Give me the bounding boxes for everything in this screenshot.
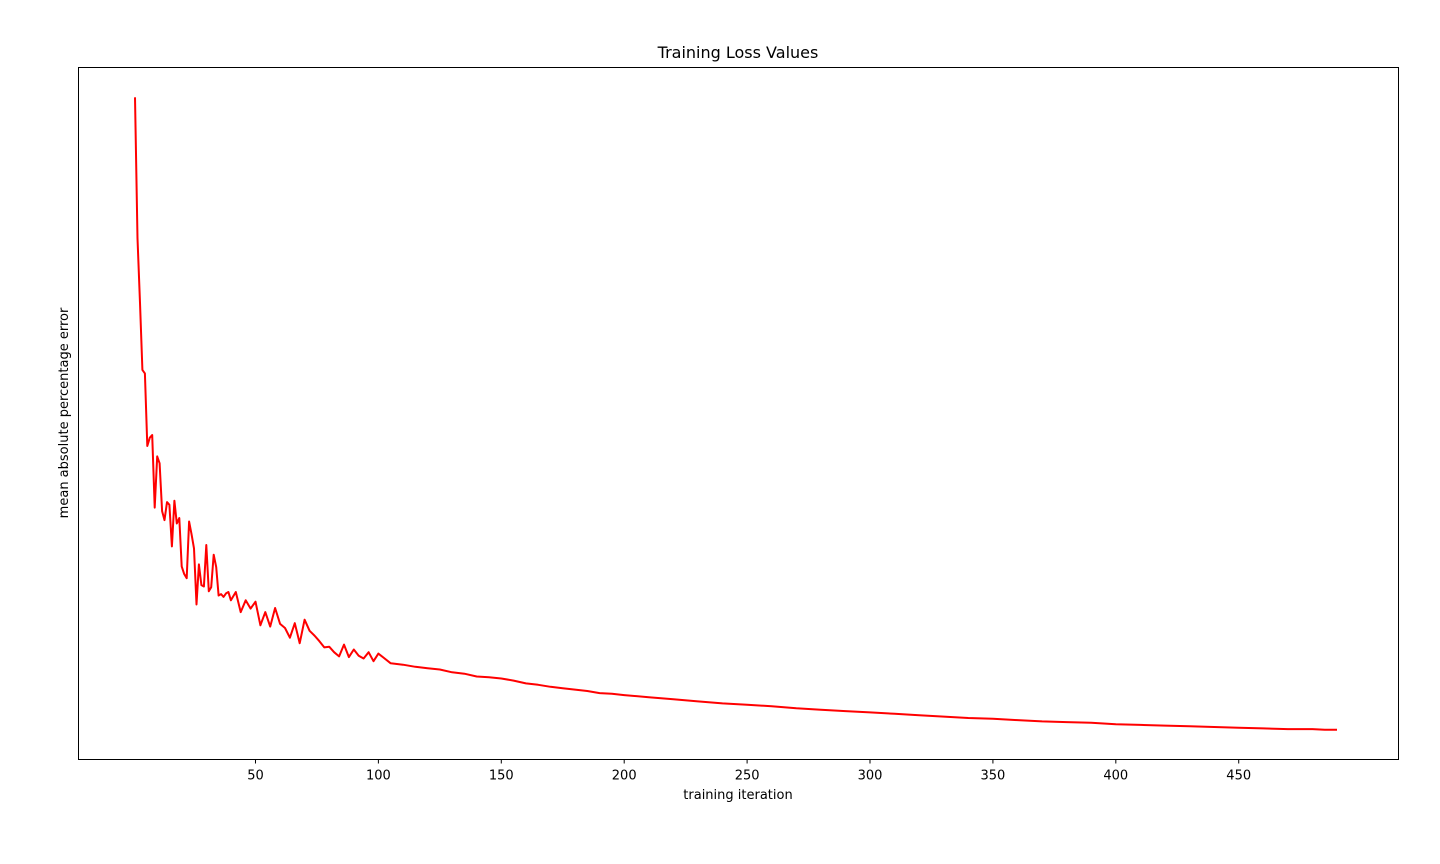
x-tick-label: 200 — [612, 769, 637, 784]
chart-title: Training Loss Values — [657, 43, 819, 62]
x-axis-label: training iteration — [683, 788, 792, 803]
x-tick-label: 350 — [980, 769, 1005, 784]
x-tick-label: 150 — [489, 769, 514, 784]
loss-line — [134, 97, 1337, 731]
x-tick-label: 50 — [247, 769, 264, 784]
x-tick-label: 300 — [858, 769, 883, 784]
x-axis-ticks: 50 100 150 200 250 300 350 400 450 — [247, 759, 1251, 784]
x-tick-label: 400 — [1103, 769, 1128, 784]
x-tick-label: 100 — [366, 769, 391, 784]
plot-area-frame — [78, 67, 1399, 760]
x-tick-label: 250 — [735, 769, 760, 784]
y-axis-label: mean absolute percentage error — [57, 307, 72, 518]
x-tick-label: 450 — [1226, 769, 1251, 784]
